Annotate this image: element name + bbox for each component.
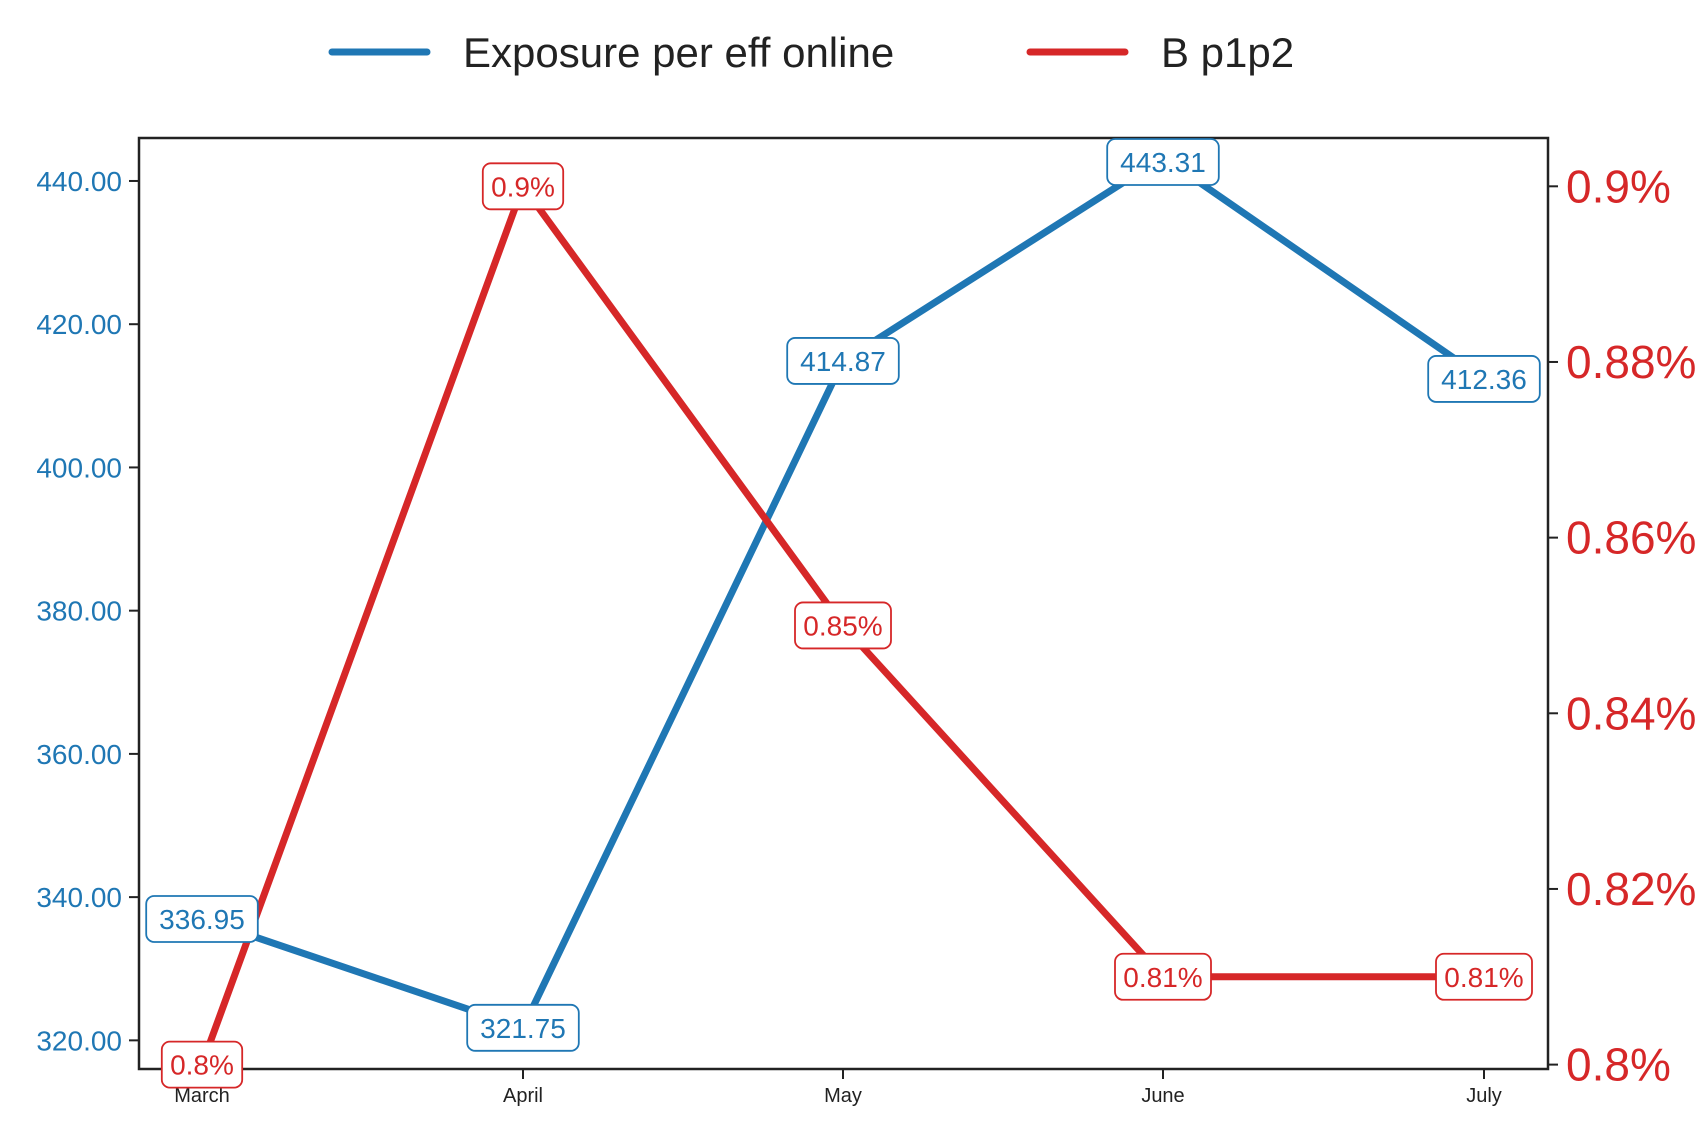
data-label-text: 0.8% — [170, 1050, 234, 1081]
xtick-label-june: June — [1141, 1085, 1184, 1107]
data-label-text: 443.31 — [1120, 147, 1206, 178]
data-label-box — [145, 895, 259, 943]
data-label-box — [481, 162, 565, 211]
left-ytick-label: 340.00 — [36, 882, 122, 913]
data-label-text: 0.9% — [491, 171, 555, 202]
data-label-box — [786, 337, 900, 385]
data-label-box — [794, 601, 892, 650]
right-ytick-label: 0.8% — [1566, 1039, 1671, 1091]
legend-label-b-p1p2: B p1p2 — [1161, 29, 1294, 76]
right-ytick-label: 0.9% — [1566, 160, 1671, 212]
xtick-label-march: March — [174, 1085, 230, 1107]
data-label-text: 336.95 — [159, 904, 245, 935]
legend-label-exposure-per-eff-online: Exposure per eff online — [463, 29, 894, 76]
data-label-exposure-per-eff-online: 336.95 — [145, 895, 259, 943]
data-label-b-p1p2: 0.81% — [1435, 952, 1533, 1001]
left-ytick-label: 440.00 — [36, 166, 122, 197]
data-label-box — [466, 1003, 580, 1052]
data-label-box — [1435, 952, 1533, 1001]
data-label-b-p1p2: 0.81% — [1114, 952, 1212, 1001]
xtick-label-july: July — [1466, 1085, 1502, 1107]
right-ytick-label: 0.84% — [1566, 687, 1696, 739]
left-ytick-label: 400.00 — [36, 452, 122, 483]
left-ytick-label: 360.00 — [36, 739, 122, 770]
data-label-text: 0.81% — [1123, 962, 1202, 993]
data-label-box — [1106, 138, 1220, 186]
right-ytick-label: 0.88% — [1566, 336, 1696, 388]
left-ytick-label: 380.00 — [36, 596, 122, 627]
legend: Exposure per eff online B p1p2 — [328, 29, 1294, 76]
series-line-exposure-per-eff-online — [200, 153, 1486, 1032]
data-label-exposure-per-eff-online: 412.36 — [1427, 355, 1541, 403]
data-label-text: 0.85% — [803, 610, 882, 641]
right-ytick-label: 0.86% — [1566, 512, 1696, 564]
data-label-exposure-per-eff-online: 443.31 — [1106, 138, 1220, 186]
data-labels-layer: 336.95 321.75 414.87 443.31 412.36 0.8% 0.9% 0.… — [145, 138, 1541, 1089]
right-ytick-label: 0.82% — [1566, 863, 1696, 915]
data-label-box — [1427, 355, 1541, 403]
data-label-text: 412.36 — [1441, 364, 1527, 395]
xtick-label-april: April — [503, 1085, 543, 1107]
data-label-box — [1114, 952, 1212, 1001]
data-label-b-p1p2: 0.8% — [160, 1040, 244, 1089]
data-label-b-p1p2: 0.9% — [481, 162, 565, 211]
data-label-box — [160, 1040, 244, 1089]
data-label-text: 321.75 — [480, 1013, 566, 1044]
data-label-exposure-per-eff-online: 414.87 — [786, 337, 900, 385]
left-ytick-label: 420.00 — [36, 309, 122, 340]
data-label-b-p1p2: 0.85% — [794, 601, 892, 650]
axes-layer: 320.00 340.00 360.00 380.00 400.00 420.00 440.… — [36, 160, 1696, 1107]
left-ytick-label: 320.00 — [36, 1025, 122, 1056]
data-label-text: 414.87 — [800, 346, 886, 377]
data-label-exposure-per-eff-online: 321.75 — [466, 1003, 580, 1052]
data-label-text: 0.81% — [1444, 962, 1523, 993]
xtick-label-may: May — [824, 1085, 862, 1107]
